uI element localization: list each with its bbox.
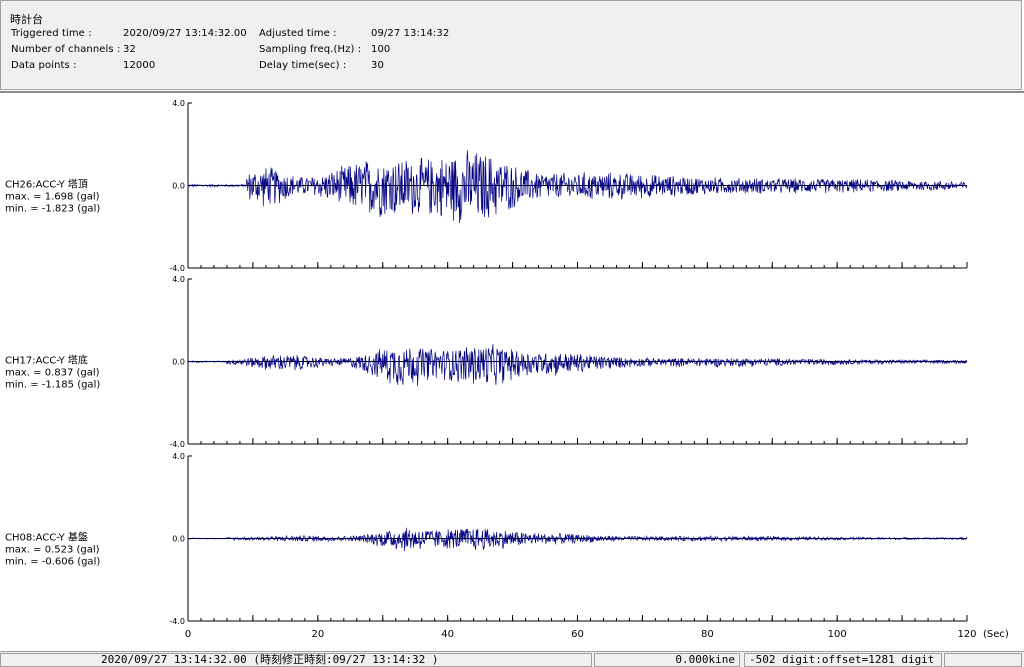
channels-label: Number of channels : <box>11 44 121 55</box>
channel-min: min. = -1.823 (gal) <box>5 204 100 215</box>
triggered-time-label: Triggered time : <box>11 28 92 39</box>
y-tick-label: 4.0 <box>172 452 185 461</box>
channel-label: CH08:ACC-Y 基盤 <box>5 531 88 544</box>
x-tick-label: 80 <box>701 629 714 640</box>
channel-label: CH26:ACC-Y 塔頂 <box>5 178 88 191</box>
x-tick-label: 40 <box>441 629 454 640</box>
data-points-label: Data points : <box>11 60 77 71</box>
channel-label: CH17:ACC-Y 塔底 <box>5 354 88 367</box>
x-tick-label: 60 <box>571 629 584 640</box>
x-tick-label: 120 <box>957 629 976 640</box>
triggered-time-value: 2020/09/27 13:14:32.00 <box>123 28 247 39</box>
waveform-trace <box>187 150 968 224</box>
y-tick-label: 0.0 <box>172 358 185 367</box>
status-extra <box>944 653 1022 667</box>
channel-max: max. = 0.523 (gal) <box>5 545 100 556</box>
y-tick-label: 0.0 <box>172 182 185 191</box>
y-tick-label: 0.0 <box>172 535 185 544</box>
y-tick-label: -4.0 <box>169 617 185 626</box>
station-title: 時計台 <box>10 13 43 26</box>
y-tick-label: 4.0 <box>172 99 185 108</box>
delay-time-value: 30 <box>371 60 384 71</box>
delay-time-label: Delay time(sec) : <box>259 60 347 71</box>
x-tick-label: 20 <box>311 629 324 640</box>
adjusted-time-value: 09/27 13:14:32 <box>371 28 450 39</box>
sampling-freq-value: 100 <box>371 44 391 55</box>
status-digit-offset: -502 digit:offset=1281 digit <box>744 653 942 667</box>
sampling-freq-label: Sampling freq.(Hz) : <box>259 44 362 55</box>
waveform-area[interactable]: 4.0 0.0 -4.0 CH26:ACC-Y 塔頂 max. = 1.698 (gal… <box>0 91 1024 651</box>
record-info-panel: 時計台 Triggered time : 2020/09/27 13:14:32… <box>0 0 1022 90</box>
channel-max: max. = 0.837 (gal) <box>5 368 100 379</box>
waveform-trace <box>187 344 968 386</box>
waveform-trace <box>187 527 968 552</box>
x-tick-label: 100 <box>828 629 847 640</box>
channel-min: min. = -1.185 (gal) <box>5 380 100 391</box>
x-tick-label: 0 <box>185 629 191 640</box>
y-tick-label: 4.0 <box>172 275 185 284</box>
status-velocity: 0.000kine <box>594 653 740 667</box>
x-axis-unit: (Sec) <box>983 629 1009 640</box>
adjusted-time-label: Adjusted time : <box>259 28 337 39</box>
status-time: 2020/09/27 13:14:32.00 (時刻修正時刻:09/27 13:… <box>0 653 592 667</box>
y-tick-label: -4.0 <box>169 264 185 273</box>
channels-value: 32 <box>123 44 136 55</box>
y-tick-label: -4.0 <box>169 440 185 449</box>
channel-max: max. = 1.698 (gal) <box>5 192 100 203</box>
status-bar: 2020/09/27 13:14:32.00 (時刻修正時刻:09/27 13:… <box>0 651 1024 667</box>
channel-min: min. = -0.606 (gal) <box>5 557 100 568</box>
data-points-value: 12000 <box>123 60 156 71</box>
